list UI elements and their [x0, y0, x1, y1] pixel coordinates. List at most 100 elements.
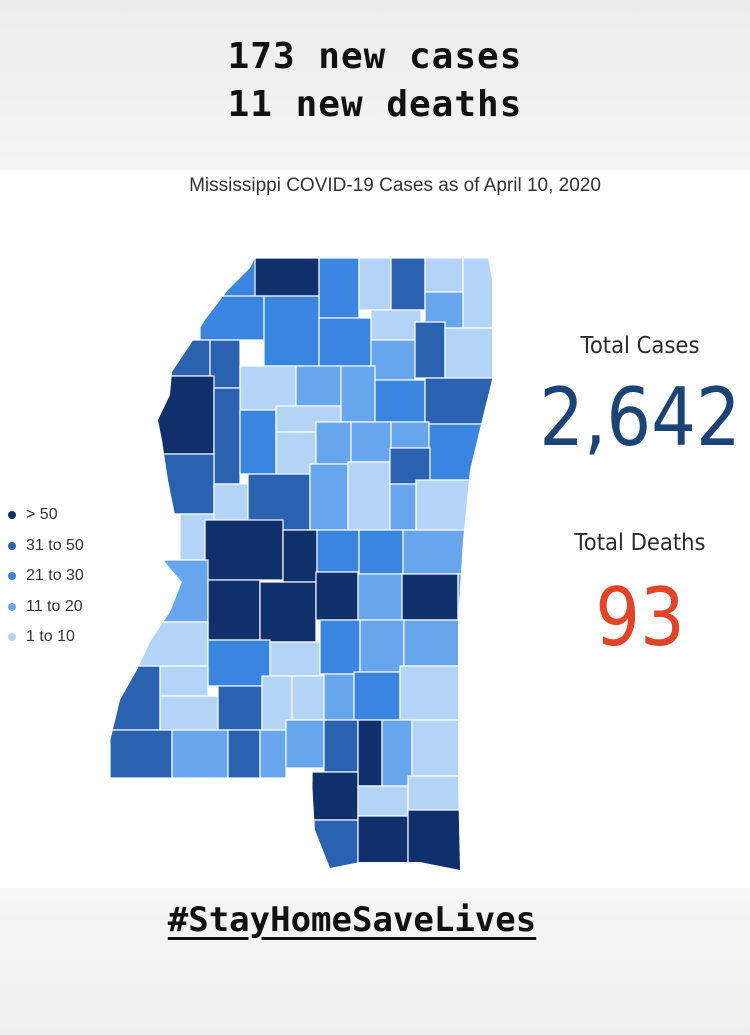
county [159, 695, 219, 731]
footer-banner [0, 888, 750, 1035]
county [318, 258, 360, 319]
county [204, 519, 284, 581]
new-cases-headline: 173 new cases [227, 36, 523, 77]
county [213, 483, 249, 525]
legend-swatch [8, 541, 16, 550]
county [402, 529, 492, 575]
county [239, 409, 277, 475]
county [149, 339, 211, 377]
map-legend: > 50 31 to 50 21 to 30 11 to 20 1 to 10 [8, 500, 84, 653]
county [414, 321, 446, 379]
county [389, 483, 417, 531]
legend-label: > 50 [26, 506, 58, 524]
county [291, 675, 325, 721]
mississippi-county-map [110, 258, 492, 870]
county [309, 463, 349, 531]
total-cases-label: Total Cases [580, 333, 700, 359]
county [357, 719, 383, 787]
county [358, 258, 392, 311]
county [159, 665, 209, 697]
county [316, 529, 360, 573]
legend-item: > 50 [8, 500, 84, 531]
county [263, 295, 320, 367]
county [207, 639, 271, 687]
total-cases-value: 2,642 [539, 371, 741, 464]
county [311, 771, 359, 821]
header-banner: 173 new cases 11 new deaths [0, 0, 750, 170]
county [149, 453, 215, 515]
legend-swatch [8, 633, 16, 642]
county [295, 365, 342, 407]
county [407, 809, 492, 870]
county [315, 421, 352, 465]
county [311, 819, 359, 870]
county [323, 719, 359, 773]
county [353, 671, 401, 721]
legend-swatch [8, 602, 16, 611]
county [462, 258, 492, 329]
county [254, 258, 320, 297]
county [213, 387, 241, 485]
county [275, 431, 317, 477]
total-deaths-value: 93 [595, 571, 685, 664]
legend-item: 11 to 20 [8, 592, 84, 623]
county [347, 461, 391, 531]
county [358, 529, 404, 575]
legend-label: 31 to 50 [26, 536, 84, 554]
county [390, 421, 430, 449]
county [110, 665, 161, 731]
county [323, 673, 355, 721]
county [259, 581, 317, 643]
county [357, 573, 403, 621]
county [259, 729, 287, 779]
county [457, 573, 492, 621]
county [315, 571, 359, 621]
county [357, 815, 409, 870]
county [359, 619, 405, 673]
county [403, 619, 492, 667]
county [357, 785, 409, 817]
county [171, 729, 229, 779]
county [319, 619, 361, 675]
county [428, 423, 492, 481]
county [370, 309, 422, 341]
county [390, 258, 426, 311]
county [239, 365, 297, 411]
county [217, 685, 263, 731]
map-title: Mississippi COVID-19 Cases as of April 1… [189, 175, 601, 196]
legend-item: 21 to 30 [8, 561, 84, 592]
county [340, 365, 376, 423]
county [209, 339, 241, 389]
county [110, 621, 209, 667]
county [424, 377, 492, 425]
county [149, 559, 209, 623]
county [389, 447, 431, 485]
county [110, 729, 173, 779]
county [318, 317, 372, 367]
county [407, 775, 492, 811]
total-deaths-label: Total Deaths [574, 530, 706, 556]
county [401, 573, 459, 621]
legend-label: 21 to 30 [26, 567, 84, 585]
county [149, 375, 215, 455]
county [269, 641, 321, 677]
legend-swatch [8, 511, 16, 520]
new-deaths-headline: 11 new deaths [227, 84, 523, 125]
hashtag-text: #StayHomeSaveLives [167, 900, 537, 940]
legend-label: 1 to 10 [26, 628, 75, 646]
county [374, 379, 426, 423]
county [444, 327, 492, 379]
legend-label: 11 to 20 [26, 597, 83, 615]
county [350, 421, 392, 463]
county [411, 719, 492, 777]
county [424, 258, 464, 293]
county [199, 295, 265, 341]
county [370, 339, 416, 381]
county [285, 719, 325, 769]
county [207, 579, 261, 641]
county [227, 729, 261, 779]
county [282, 529, 318, 583]
legend-item: 31 to 50 [8, 531, 84, 562]
legend-item: 1 to 10 [8, 622, 84, 653]
county [399, 665, 492, 721]
